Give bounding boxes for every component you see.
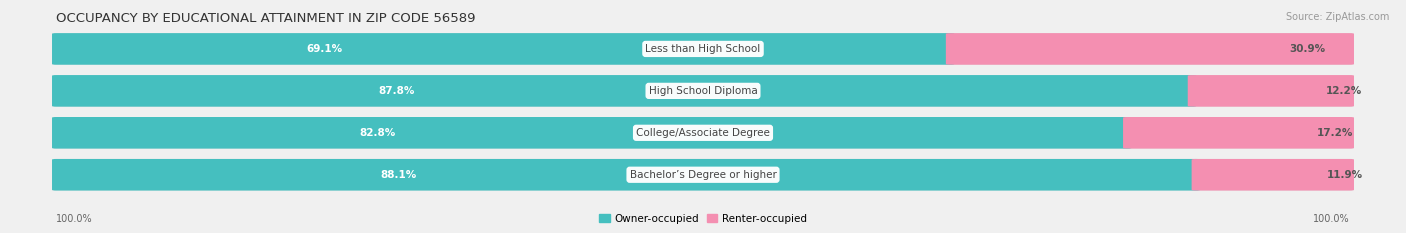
FancyBboxPatch shape	[52, 33, 1354, 65]
Text: 11.9%: 11.9%	[1327, 170, 1362, 180]
Text: 30.9%: 30.9%	[1289, 44, 1326, 54]
FancyBboxPatch shape	[52, 159, 1201, 191]
FancyBboxPatch shape	[1192, 159, 1354, 191]
Text: High School Diploma: High School Diploma	[648, 86, 758, 96]
Text: 88.1%: 88.1%	[380, 170, 416, 180]
Text: College/Associate Degree: College/Associate Degree	[636, 128, 770, 138]
Text: 69.1%: 69.1%	[307, 44, 343, 54]
Text: 82.8%: 82.8%	[360, 128, 395, 138]
FancyBboxPatch shape	[1123, 117, 1354, 149]
FancyBboxPatch shape	[52, 33, 955, 65]
FancyBboxPatch shape	[52, 75, 1197, 107]
FancyBboxPatch shape	[52, 117, 1132, 149]
Text: Less than High School: Less than High School	[645, 44, 761, 54]
Text: Source: ZipAtlas.com: Source: ZipAtlas.com	[1285, 12, 1389, 22]
FancyBboxPatch shape	[52, 159, 1354, 191]
FancyBboxPatch shape	[1188, 75, 1354, 107]
Text: 12.2%: 12.2%	[1326, 86, 1362, 96]
Text: 100.0%: 100.0%	[1313, 214, 1350, 224]
FancyBboxPatch shape	[946, 33, 1354, 65]
Text: 100.0%: 100.0%	[56, 214, 93, 224]
Text: 87.8%: 87.8%	[378, 86, 415, 96]
Text: 17.2%: 17.2%	[1316, 128, 1353, 138]
Text: OCCUPANCY BY EDUCATIONAL ATTAINMENT IN ZIP CODE 56589: OCCUPANCY BY EDUCATIONAL ATTAINMENT IN Z…	[56, 12, 475, 25]
Text: Bachelor’s Degree or higher: Bachelor’s Degree or higher	[630, 170, 776, 180]
FancyBboxPatch shape	[52, 75, 1354, 107]
Legend: Owner-occupied, Renter-occupied: Owner-occupied, Renter-occupied	[595, 209, 811, 228]
FancyBboxPatch shape	[52, 117, 1354, 149]
